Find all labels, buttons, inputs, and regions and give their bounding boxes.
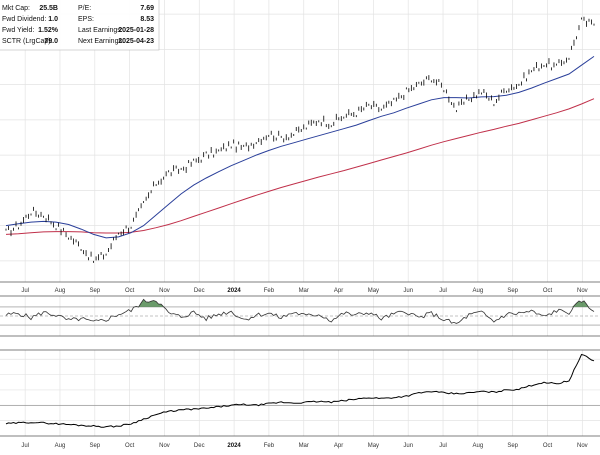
panel-borders [0,281,600,437]
grid-layer [0,0,600,436]
x-tick-label: Jul [439,443,447,449]
x-tick-label: Jun [403,443,413,449]
x-tick-label: Nov [577,288,588,294]
x-tick-label: Apr [334,443,343,449]
x-tick-label: Sep [89,443,100,449]
x-tick-label: Aug [473,288,484,294]
x-tick-label: Aug [55,288,66,294]
eps-value: 8.53 [140,16,154,23]
mkt-cap-value: 25.5B [39,5,58,12]
x-tick-label: 2024 [227,443,241,449]
x-tick-label: Jul [439,288,447,294]
x-tick-label: Nov [159,443,170,449]
indicator-fill [6,299,594,307]
x-tick-label: Aug [473,443,484,449]
fwd-dividend-value: 1.0 [48,16,58,23]
mkt-cap-label: Mkt Cap: [2,5,30,12]
indicator-line [5,298,595,324]
x-tick-label: Oct [125,288,135,294]
eps-label: EPS: [78,16,94,23]
last-earnings-value: 2025-01-28 [118,27,154,34]
x-tick-label: Jul [21,288,29,294]
fwd-yield-value: 1.52% [38,27,59,34]
x-tick-label: Sep [507,288,518,294]
x-tick-label: May [368,443,379,449]
last-earnings-label: Last Earnings: [78,27,123,34]
x-tick-label: Jun [403,288,413,294]
next-earnings-label: Next Earnings: [78,38,124,45]
fwd-yield-label: Fwd Yield: [2,27,34,34]
x-tick-label: Nov [577,443,588,449]
x-tick-label: Dec [194,443,205,449]
x-tick-label: Feb [264,288,275,294]
pe-value: 7.69 [140,5,154,12]
x-tick-label: Jul [21,443,29,449]
x-tick-label: Nov [159,288,170,294]
x-tick-label: Mar [299,443,309,449]
stats-box: Mkt Cap: 25.5B Fwd Dividend: 1.0 Fwd Yie… [0,0,160,51]
lower-line [5,353,595,428]
next-earnings-value: 2025-04-23 [118,38,154,45]
x-tick-label: Sep [89,288,100,294]
x-tick-label: Feb [264,443,275,449]
fwd-dividend-label: Fwd Dividend: [2,16,46,23]
x-tick-label: Aug [55,443,66,449]
sctr-label: SCTR (LrgCap): [2,38,53,45]
x-tick-label: May [368,288,379,294]
ma-fast-line [5,55,595,239]
x-tick-label: Mar [299,288,309,294]
x-tick-label: Sep [507,443,518,449]
x-axis-ticks: Jul Jul Aug Aug Sep Sep Oct Oct Nov Nov Dec Dec 2024… [21,288,587,449]
x-tick-label: Oct [543,443,553,449]
x-tick-label: Dec [194,288,205,294]
sctr-value: 79.0 [44,38,58,45]
x-tick-label: Oct [543,288,553,294]
x-tick-label: Apr [334,288,343,294]
x-tick-label: 2024 [227,288,241,294]
x-tick-label: Oct [125,443,135,449]
pe-label: P/E: [78,5,91,12]
ma-slow-line [5,98,595,235]
series-layer [5,16,595,428]
